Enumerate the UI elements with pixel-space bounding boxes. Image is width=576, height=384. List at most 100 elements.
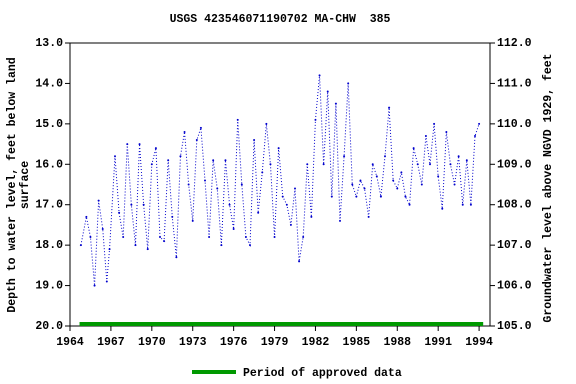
y2-tick-label: 112.0 — [497, 37, 532, 50]
data-point — [183, 130, 186, 133]
y-tick-label: 14.0 — [35, 77, 63, 90]
data-point — [281, 195, 284, 198]
y2-tick-label: 110.0 — [497, 118, 532, 131]
x-tick-label: 1967 — [97, 336, 125, 349]
data-point — [314, 118, 317, 121]
data-point — [269, 163, 272, 166]
data-point — [355, 195, 358, 198]
y2-tick-label: 107.0 — [497, 239, 532, 252]
data-point — [97, 199, 100, 202]
data-point — [322, 163, 325, 166]
data-point — [478, 122, 481, 125]
data-point — [195, 139, 198, 142]
data-point — [154, 147, 157, 150]
data-point — [244, 236, 247, 239]
data-point — [179, 155, 182, 158]
x-tick-label: 1988 — [383, 336, 411, 349]
data-point — [208, 236, 211, 239]
data-point — [105, 280, 108, 283]
x-tick-label: 1982 — [302, 336, 330, 349]
data-point — [101, 227, 104, 230]
data-point — [167, 159, 170, 162]
data-point — [347, 82, 350, 85]
data-point — [85, 215, 88, 218]
data-point — [257, 211, 260, 214]
data-point — [228, 203, 231, 206]
data-point — [408, 203, 411, 206]
data-point — [433, 122, 436, 125]
data-point — [79, 244, 82, 247]
data-point — [384, 155, 386, 158]
data-point — [114, 155, 116, 158]
data-point — [453, 183, 456, 186]
data-point — [424, 134, 427, 137]
data-line — [80, 75, 480, 286]
data-point — [220, 244, 223, 247]
data-point — [343, 155, 346, 158]
y-tick-label: 16.0 — [35, 158, 63, 171]
y2-tick-label: 106.0 — [497, 280, 532, 293]
data-point — [108, 248, 111, 251]
data-point — [130, 203, 133, 206]
x-tick-label: 1973 — [179, 336, 207, 349]
data-point — [249, 244, 251, 247]
data-point — [240, 183, 243, 186]
data-point — [445, 130, 448, 133]
data-point — [310, 215, 313, 218]
data-point — [465, 159, 468, 162]
data-point — [126, 143, 129, 146]
data-point — [400, 171, 403, 174]
data-point — [437, 175, 440, 178]
x-tick-label: 1985 — [343, 336, 371, 349]
data-point — [187, 183, 190, 186]
data-point — [265, 122, 268, 125]
y-tick-label: 19.0 — [35, 280, 63, 293]
data-point — [285, 203, 288, 206]
data-point — [138, 143, 141, 146]
data-point — [318, 74, 321, 77]
x-tick-label: 1991 — [424, 336, 452, 349]
x-tick-label: 1964 — [56, 336, 84, 349]
data-point — [469, 203, 472, 206]
y-tick-label: 13.0 — [35, 37, 63, 50]
data-point — [412, 147, 415, 150]
data-point — [150, 163, 153, 166]
data-point — [146, 248, 149, 251]
y-tick-label: 17.0 — [35, 199, 63, 212]
y-axis-label: surface — [19, 161, 32, 209]
x-tick-label: 1970 — [138, 336, 166, 349]
data-point — [457, 155, 460, 158]
x-tick-label: 1994 — [465, 336, 493, 349]
data-point — [261, 171, 264, 174]
data-point — [326, 90, 329, 93]
data-point — [396, 187, 399, 190]
y2-axis-label: Groundwater level above NGVD 1929, feet — [542, 53, 555, 322]
y2-tick-label: 109.0 — [497, 158, 532, 171]
data-point — [171, 215, 174, 218]
data-point — [363, 187, 366, 190]
y2-tick-label: 108.0 — [497, 199, 532, 212]
data-point — [388, 106, 391, 109]
data-point — [122, 236, 125, 239]
data-point — [334, 102, 337, 105]
data-point — [420, 183, 423, 186]
data-point — [142, 203, 145, 206]
data-point — [392, 179, 395, 182]
data-point — [441, 207, 444, 210]
data-point — [306, 163, 309, 166]
data-point — [224, 159, 227, 162]
data-point — [273, 236, 276, 239]
data-point — [236, 118, 239, 121]
plot-frame — [69, 42, 491, 327]
data-point — [379, 195, 382, 198]
data-point — [302, 236, 305, 239]
data-point — [216, 187, 219, 190]
x-tick-label: 1979 — [261, 336, 289, 349]
data-point — [298, 260, 301, 263]
y2-tick-label: 105.0 — [497, 320, 532, 333]
data-point — [89, 236, 92, 239]
data-point — [416, 163, 419, 166]
data-point — [339, 219, 341, 222]
y-tick-label: 18.0 — [35, 239, 63, 252]
